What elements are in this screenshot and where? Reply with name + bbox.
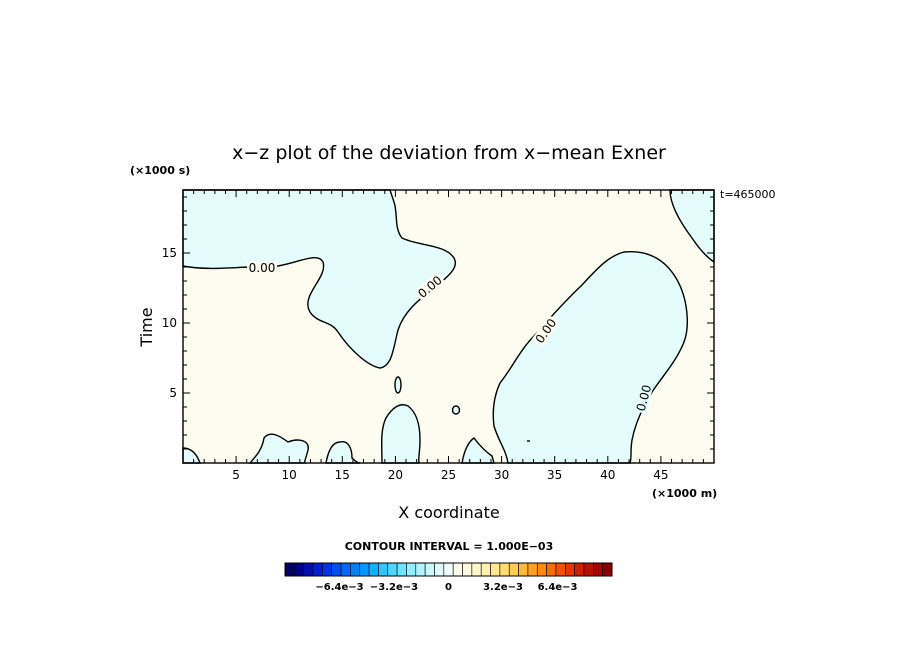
colorbar-tick-label: −3.2e−3 — [370, 582, 418, 593]
contour-label-text: 0.00 — [634, 383, 654, 412]
plot-area — [182, 189, 715, 464]
y-tick-label: 5 — [169, 386, 177, 400]
negative-blob-25 — [461, 437, 495, 464]
colorbar-swatch — [583, 562, 594, 577]
contour-label-text: 0.00 — [249, 261, 276, 275]
x-axis: 5 10 15 20 25 30 35 40 45 — [193, 190, 704, 482]
y-axis-label: Time — [137, 307, 156, 347]
colorbar-swatch — [602, 562, 613, 577]
chart-title: x−z plot of the deviation from x−mean Ex… — [232, 142, 666, 164]
x-tick-label: 20 — [388, 468, 403, 482]
colorbar-swatch — [508, 562, 519, 577]
colorbar-swatch — [574, 562, 585, 577]
colorbar-swatch — [490, 562, 501, 577]
colorbar-swatch — [415, 562, 426, 577]
colorbar-swatch — [312, 562, 323, 577]
x-tick-label: 35 — [547, 468, 562, 482]
x-tick-label: 40 — [600, 468, 615, 482]
time-stamp: t=465000 — [720, 188, 776, 201]
colorbar-swatch — [284, 562, 295, 577]
x-tick-label: 10 — [282, 468, 297, 482]
colorbar-swatch — [359, 562, 370, 577]
colorbar-swatch — [499, 562, 510, 577]
x-tick-label: 15 — [335, 468, 350, 482]
negative-region-top-left — [182, 189, 457, 369]
colorbar-swatch — [434, 562, 445, 577]
x-axis-label: X coordinate — [398, 503, 499, 522]
colorbar-swatch — [378, 562, 389, 577]
colorbar — [284, 562, 613, 577]
x-tick-label: 5 — [232, 468, 240, 482]
colorbar-swatch — [396, 562, 407, 577]
colorbar-swatch — [536, 562, 547, 577]
colorbar-swatch — [350, 562, 361, 577]
negative-blob-tiny-b — [451, 405, 461, 415]
x-scale-label: (×1000 m) — [652, 487, 717, 500]
colorbar-swatch — [294, 562, 304, 577]
x-tick-label: 25 — [441, 468, 456, 482]
colorbar-swatch — [555, 562, 566, 577]
negative-region-top-right — [669, 189, 715, 264]
colorbar-tick-label: 6.4e−3 — [538, 582, 578, 593]
colorbar-swatch — [322, 562, 333, 577]
colorbar-swatch — [331, 562, 342, 577]
y-tick-label: 10 — [162, 316, 177, 330]
colorbar-swatch — [564, 562, 575, 577]
colorbar-swatch — [406, 562, 417, 577]
negative-blob-tiny-a — [394, 376, 402, 394]
colorbar-swatch — [462, 562, 473, 577]
negative-blob-20 — [380, 404, 421, 464]
colorbar-swatch — [340, 562, 351, 577]
colorbar-tick-label: 3.2e−3 — [483, 582, 523, 593]
colorbar-swatch — [452, 562, 463, 577]
colorbar-swatch — [480, 562, 491, 577]
colorbar-swatch — [368, 562, 379, 577]
colorbar-swatch — [518, 562, 529, 577]
colorbar-swatch — [546, 562, 557, 577]
x-tick-label: 45 — [653, 468, 668, 482]
contour-label-d: 0.00 — [633, 381, 654, 415]
colorbar-frame — [284, 562, 613, 577]
colorbar-swatch — [593, 562, 603, 577]
x-tick-label: 30 — [494, 468, 509, 482]
y-scale-label: (×1000 s) — [130, 164, 190, 177]
colorbar-tick-label: 0 — [445, 582, 452, 593]
colorbar-swatch — [443, 562, 454, 577]
contour-label-a: 0.00 — [247, 261, 277, 275]
colorbar-swatch — [471, 562, 482, 577]
colorbar-swatch — [527, 562, 538, 577]
colorbar-swatch — [387, 562, 398, 577]
colorbar-swatch — [424, 562, 435, 577]
contour-interval: CONTOUR INTERVAL = 1.000E−03 — [345, 540, 554, 553]
y-axis: 5 10 15 — [162, 196, 714, 450]
negative-blob-left-2 — [248, 433, 309, 464]
y-tick-label: 15 — [162, 246, 177, 260]
colorbar-tick-label: −6.4e−3 — [315, 582, 363, 593]
colorbar-swatch — [303, 562, 314, 577]
colorbar-labels: −6.4e−3 −3.2e−3 0 3.2e−3 6.4e−3 — [315, 582, 577, 593]
